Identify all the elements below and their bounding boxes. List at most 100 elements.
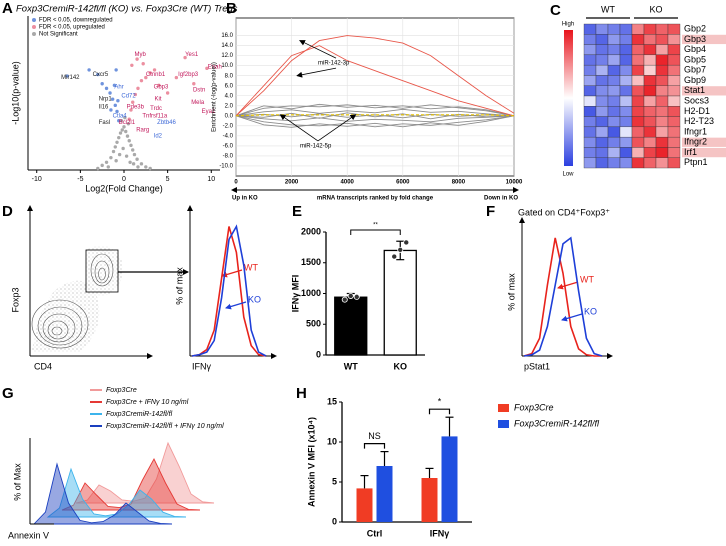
heatmap-cell <box>667 136 681 148</box>
x-tick-label: 2000 <box>285 180 299 186</box>
heatmap-cell <box>583 136 597 148</box>
heatmap-cell <box>595 116 609 128</box>
heatmap-cell <box>619 85 633 97</box>
panel-letter: C <box>550 2 561 19</box>
heatmap-cell <box>619 95 633 107</box>
heatmap-cell <box>643 116 657 128</box>
heatmap-cell <box>583 23 597 35</box>
point <box>116 99 120 103</box>
significance-bracket <box>350 229 401 235</box>
point <box>205 66 209 71</box>
heatmap-cell <box>595 64 609 76</box>
point <box>136 165 140 169</box>
point <box>136 86 140 91</box>
heatmap-cell <box>595 126 609 138</box>
x-tick-label: -10 <box>32 176 42 183</box>
point <box>117 119 121 123</box>
heatmap-cell <box>583 85 597 97</box>
heatmap-cell <box>583 126 597 138</box>
series-label: KO <box>248 294 261 304</box>
group-label: WT <box>601 4 615 14</box>
panel-letter: F <box>486 203 495 220</box>
point <box>96 72 100 77</box>
y-axis-label: % of max <box>506 273 516 311</box>
heatmap-cell <box>607 44 621 56</box>
x-tick-label: 8000 <box>452 180 466 186</box>
heatmap-cell <box>619 147 633 158</box>
point <box>117 135 121 140</box>
heatmap-cell <box>583 64 597 76</box>
heatmap-cell <box>631 157 645 169</box>
heatmap-cell <box>667 34 681 45</box>
annotation-arrow <box>279 114 319 142</box>
x-tick-label: 10 <box>207 176 215 183</box>
point <box>131 100 135 104</box>
gene-label: Mir142 <box>61 75 80 81</box>
heatmap-cell <box>583 54 597 66</box>
heatmap-cell <box>655 126 669 138</box>
histogram-area <box>75 441 215 504</box>
legend-marker <box>32 25 36 29</box>
point <box>111 149 116 154</box>
row-label: Irf1 <box>684 147 697 157</box>
gene-label: Nrp1 <box>99 97 113 103</box>
heatmap-cell <box>607 85 621 97</box>
point <box>114 68 118 72</box>
gene-label: Myb <box>134 52 146 58</box>
heatmap-cell <box>643 147 657 158</box>
heatmap-cell <box>643 85 657 97</box>
bar <box>376 466 393 522</box>
point <box>135 157 139 161</box>
heatmap-cell <box>583 116 597 128</box>
heatmap-cell <box>631 95 645 107</box>
histogram-area <box>32 462 173 525</box>
heatmap-cell <box>667 54 681 66</box>
heatmap-cell <box>667 85 681 97</box>
point <box>96 166 100 171</box>
row-label: Gbp3 <box>684 34 706 44</box>
x-tick-label: 10000 <box>506 180 523 186</box>
series-label: WT <box>244 262 258 272</box>
row-label: Ptpn1 <box>684 157 708 167</box>
heatmap-cell <box>619 116 633 128</box>
heatmap-cell <box>607 64 621 76</box>
bar <box>441 436 458 522</box>
point <box>119 119 124 123</box>
heatmap-cell <box>595 106 609 117</box>
colorbar <box>564 30 573 166</box>
bar <box>334 296 368 356</box>
point <box>115 109 119 114</box>
heatmap-cell <box>583 157 597 169</box>
contour-plot <box>27 205 189 359</box>
heatmap-cell <box>643 64 657 76</box>
heatmap-cell <box>643 157 657 169</box>
point <box>129 143 133 148</box>
x-tick-label: WT <box>344 361 358 371</box>
heatmap-cell <box>619 64 633 76</box>
point <box>87 68 91 72</box>
plot-frame <box>235 17 515 177</box>
x-tick-label: -5 <box>77 176 83 183</box>
line <box>235 35 515 117</box>
heatmap-cell <box>667 23 681 35</box>
heatmap-cell <box>619 126 633 138</box>
row-highlight <box>682 86 726 96</box>
x-axis-label: IFNγ <box>192 361 211 371</box>
significance-label: ** <box>373 223 378 229</box>
heatmap-cell <box>655 64 669 76</box>
gene-label: Fasl <box>99 120 110 126</box>
heatmap-cell <box>583 75 597 86</box>
series-label: KO <box>584 306 597 316</box>
heatmap-cell <box>607 106 621 117</box>
heatmap-cell <box>583 147 597 158</box>
point <box>128 160 132 164</box>
point <box>192 82 196 86</box>
point <box>131 162 136 166</box>
significance-label: * <box>438 397 442 407</box>
gene-label: Eya1 <box>202 109 216 115</box>
point <box>109 108 113 112</box>
y-tick-label: 4.0 <box>225 93 234 99</box>
x-tick-label: 5 <box>166 176 170 183</box>
heatmap-cell <box>607 116 621 128</box>
